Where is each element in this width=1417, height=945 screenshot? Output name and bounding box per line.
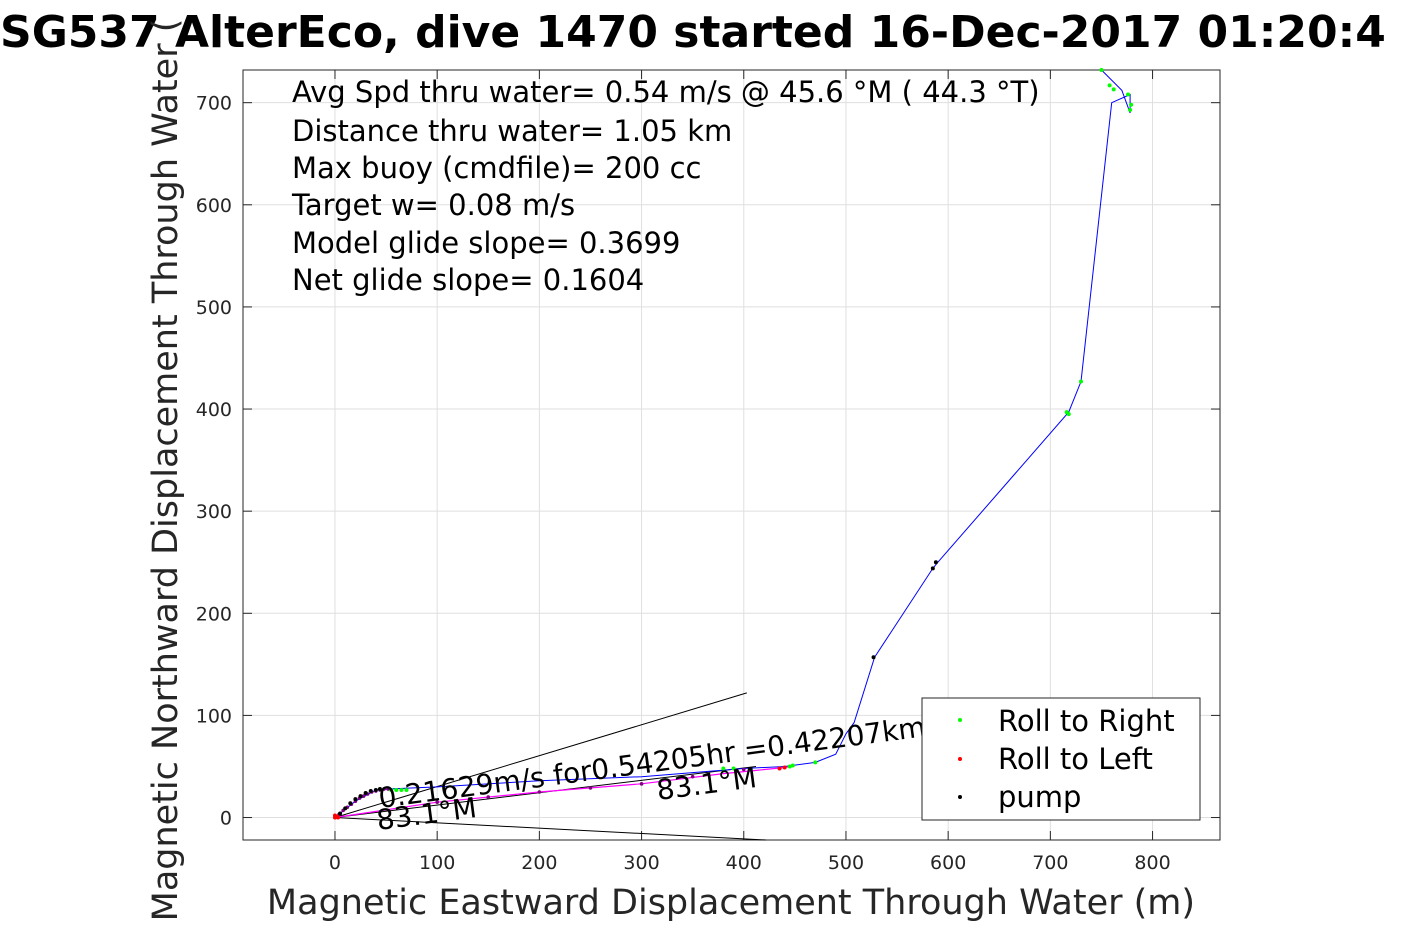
depth-avg-point <box>382 787 386 791</box>
y-tick-labels: 0 100 200 300 400 500 600 700 <box>196 93 232 830</box>
legend-marker-roll-right <box>958 718 962 722</box>
roll-right-point <box>1079 379 1084 384</box>
pump-point <box>338 811 343 816</box>
roll-right-point <box>1126 92 1131 97</box>
roll-right-point <box>1064 410 1069 415</box>
depth-avg-point <box>435 800 439 805</box>
y-tick-label: 100 <box>196 705 232 727</box>
gridlines <box>243 70 1220 840</box>
roll-right-point <box>1128 107 1133 112</box>
x-tick-label: 700 <box>1032 852 1068 874</box>
legend-label-roll-left: Roll to Left <box>998 742 1153 776</box>
stats-annotations: Avg Spd thru water= 0.54 m/s @ 45.6 °M (… <box>291 75 1040 297</box>
annotation-target-w: Target w= 0.08 m/s <box>291 188 575 222</box>
legend-label-roll-right: Roll to Right <box>998 704 1175 738</box>
roll-right-point <box>1111 87 1116 92</box>
pump-point <box>353 797 358 802</box>
roll-right-point <box>813 760 818 765</box>
roll-right-point <box>787 764 792 769</box>
roll-right-point <box>404 787 409 792</box>
x-tick-label: 100 <box>419 852 455 874</box>
pump-point <box>363 791 368 796</box>
plot-content <box>332 68 1134 841</box>
plot-area <box>242 69 1221 841</box>
pump-point <box>373 787 378 792</box>
annotation-net-glide-slope: Net glide slope= 0.1604 <box>292 263 644 297</box>
legend: Roll to Right Roll to Left pump <box>921 697 1201 821</box>
tick-marks <box>243 70 1220 840</box>
roll-right-point <box>394 787 399 792</box>
x-tick-labels: 0 100 200 300 400 500 600 700 800 <box>329 852 1171 874</box>
y-axis-label: Magnetic Northward Displacement Through … <box>146 19 186 922</box>
legend-box <box>921 697 1201 821</box>
pump-point <box>933 560 938 565</box>
x-tick-label: 800 <box>1134 852 1170 874</box>
annotation-avg-speed: Avg Spd thru water= 0.54 m/s @ 45.6 °M (… <box>292 75 1040 109</box>
roll-right-point <box>1107 83 1112 88</box>
roll-left-point <box>336 815 341 820</box>
depth-avg-point <box>537 790 542 794</box>
roll-right-point <box>389 787 394 792</box>
pump-point <box>348 801 353 806</box>
roll-right-point <box>399 787 404 792</box>
chart-title: SG537 AlterEco, dive 1470 started 16-Dec… <box>0 7 1386 58</box>
pump-point <box>871 655 876 660</box>
roll-left-point <box>332 813 337 818</box>
depth-avg-point <box>386 787 390 791</box>
depth-avg-point <box>639 782 644 786</box>
depth-avg-point <box>588 786 593 790</box>
legend-label-pump: pump <box>998 780 1081 814</box>
y-tick-label: 0 <box>220 808 232 830</box>
annotation-max-buoy: Max buoy (cmdfile)= 200 cc <box>292 151 701 185</box>
roll-right-point <box>1129 102 1134 107</box>
x-tick-label: 200 <box>521 852 557 874</box>
y-tick-label: 500 <box>196 297 232 319</box>
pump-point <box>930 566 935 571</box>
roll-right-point <box>790 763 795 768</box>
roll-left-point <box>782 765 787 770</box>
pump-point <box>368 788 373 793</box>
annotation-distance: Distance thru water= 1.05 km <box>292 114 732 148</box>
y-tick-label: 700 <box>196 93 232 115</box>
roll-right-point <box>721 766 726 771</box>
x-tick-label: 500 <box>828 852 864 874</box>
roll-right-point <box>1099 68 1104 72</box>
depth-avg-point <box>486 795 491 799</box>
pump-point <box>377 786 382 791</box>
reference-line <box>334 817 767 841</box>
depth-avg-point <box>741 767 746 772</box>
track-line <box>334 69 1131 818</box>
annotation-model-glide-slope: Model glide slope= 0.3699 <box>292 226 680 260</box>
x-tick-label: 0 <box>329 852 341 874</box>
y-tick-label: 400 <box>196 399 232 421</box>
y-tick-label: 200 <box>196 603 232 625</box>
y-tick-label: 300 <box>196 501 232 523</box>
legend-marker-roll-left <box>958 757 962 761</box>
roll-right-point <box>731 766 736 771</box>
x-axis-label: Magnetic Eastward Displacement Through W… <box>267 883 1195 923</box>
legend-marker-pump <box>958 795 962 799</box>
roll-left-point <box>777 766 782 771</box>
pump-point <box>358 794 363 799</box>
x-tick-label: 300 <box>623 852 659 874</box>
x-tick-label: 400 <box>726 852 762 874</box>
x-tick-label: 600 <box>930 852 966 874</box>
depth-avg-point <box>690 774 695 779</box>
depth-avg-point <box>361 794 366 798</box>
pump-point <box>343 806 348 811</box>
reference-line <box>334 692 747 818</box>
y-tick-label: 600 <box>196 195 232 217</box>
